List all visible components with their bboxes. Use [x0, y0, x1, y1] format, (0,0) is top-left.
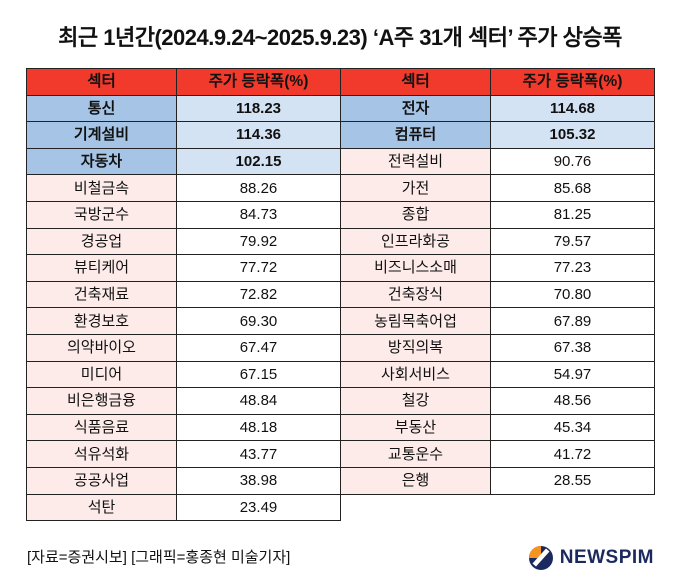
table-right: 섹터 주가 등락폭(%) 전자 114.68 컴퓨터 105.32 전력설비 90.76 가전 8… [340, 68, 655, 495]
sector-cell: 전력설비 [341, 148, 491, 176]
value-cell: 102.15 [177, 148, 341, 176]
sector-cell: 사회서비스 [341, 361, 491, 389]
tables-container: 섹터 주가 등락폭(%) 통신 118.23 기계설비 114.36 자동차 102.15 비철… [26, 68, 655, 522]
sector-cell: 농림목축어업 [341, 308, 491, 335]
value-cell: 48.18 [177, 414, 341, 442]
sector-cell: 석유석화 [27, 441, 177, 468]
page-title: 최근 1년간(2024.9.24~2025.9.23) ‘A주 31개 섹터’ … [58, 25, 622, 50]
source-credit: [자료=증권시보] [그래픽=홍종현 미술기자] [27, 549, 291, 566]
value-cell: 118.23 [177, 95, 341, 123]
sector-cell: 건축장식 [341, 281, 491, 309]
value-cell: 114.68 [491, 95, 655, 123]
sector-cell: 공공사업 [27, 467, 177, 495]
value-cell: 54.97 [491, 361, 655, 389]
sector-cell: 건축재료 [27, 281, 177, 309]
sector-cell: 국방군수 [27, 201, 177, 229]
value-cell: 90.76 [491, 148, 655, 176]
value-cell: 79.57 [491, 228, 655, 256]
value-cell: 69.30 [177, 308, 341, 335]
value-cell: 67.15 [177, 361, 341, 389]
sector-cell: 의약바이오 [27, 334, 177, 362]
value-cell: 48.84 [177, 388, 341, 415]
column-header-change: 주가 등락폭(%) [177, 69, 341, 96]
sector-cell: 가전 [341, 175, 491, 202]
value-cell: 23.49 [177, 494, 341, 522]
sector-cell: 미디어 [27, 361, 177, 389]
sector-cell: 교통운수 [341, 441, 491, 468]
value-cell: 84.73 [177, 201, 341, 229]
sector-cell: 뷰티케어 [27, 255, 177, 282]
value-cell: 105.32 [491, 122, 655, 149]
value-cell: 114.36 [177, 122, 341, 149]
value-cell: 45.34 [491, 414, 655, 442]
sector-cell: 경공업 [27, 228, 177, 256]
sector-cell: 철강 [341, 388, 491, 415]
table-left: 섹터 주가 등락폭(%) 통신 118.23 기계설비 114.36 자동차 102.15 비철… [26, 68, 341, 522]
value-cell: 85.68 [491, 175, 655, 202]
value-cell: 72.82 [177, 281, 341, 309]
sector-cell: 은행 [341, 467, 491, 495]
value-cell: 28.55 [491, 467, 655, 495]
value-cell: 77.72 [177, 255, 341, 282]
value-cell: 41.72 [491, 441, 655, 468]
sector-cell: 통신 [27, 95, 177, 123]
sector-cell: 부동산 [341, 414, 491, 442]
sector-cell: 인프라화공 [341, 228, 491, 256]
column-header-sector: 섹터 [27, 69, 177, 96]
sector-cell: 환경보호 [27, 308, 177, 335]
value-cell: 67.47 [177, 334, 341, 362]
sector-cell: 종합 [341, 201, 491, 229]
newspim-logo: NEWSPIM [528, 545, 654, 571]
sector-cell: 식품음료 [27, 414, 177, 442]
newspim-logo-icon [528, 546, 553, 570]
value-cell: 77.23 [491, 255, 655, 282]
value-cell: 79.92 [177, 228, 341, 256]
sector-cell: 기계설비 [27, 122, 177, 149]
value-cell: 48.56 [491, 388, 655, 415]
value-cell: 70.80 [491, 281, 655, 309]
sector-cell: 비은행금융 [27, 388, 177, 415]
sector-cell: 자동차 [27, 148, 177, 176]
value-cell: 43.77 [177, 441, 341, 468]
sector-cell: 컴퓨터 [341, 122, 491, 149]
value-cell: 67.89 [491, 308, 655, 335]
column-header-change: 주가 등락폭(%) [491, 69, 655, 96]
sector-cell: 비즈니스소매 [341, 255, 491, 282]
column-header-sector: 섹터 [341, 69, 491, 96]
sector-cell: 석탄 [27, 494, 177, 522]
sector-cell: 방직의복 [341, 334, 491, 362]
sector-cell: 비철금속 [27, 175, 177, 202]
value-cell: 88.26 [177, 175, 341, 202]
value-cell: 67.38 [491, 334, 655, 362]
value-cell: 38.98 [177, 467, 341, 495]
value-cell: 81.25 [491, 201, 655, 229]
newspim-logo-text: NEWSPIM [559, 547, 654, 568]
sector-cell: 전자 [341, 95, 491, 123]
